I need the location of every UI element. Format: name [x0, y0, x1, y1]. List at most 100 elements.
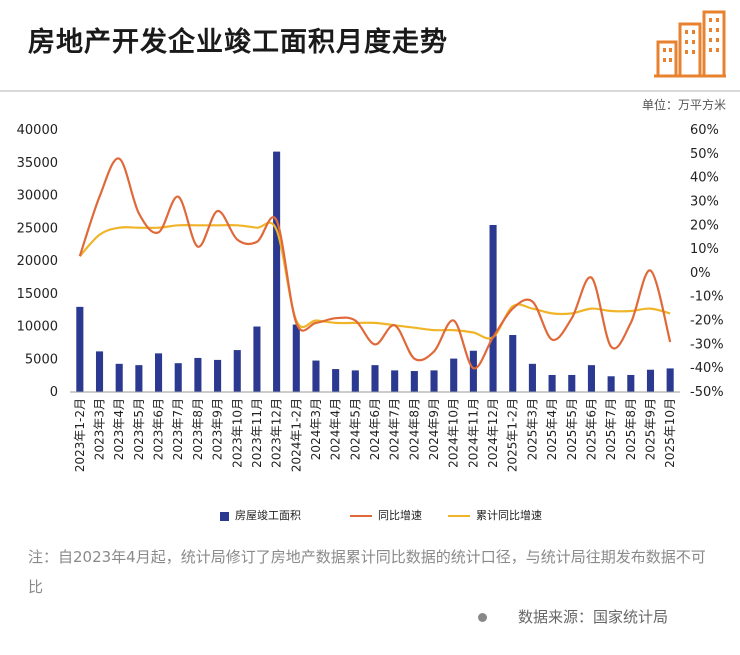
left-axis-tick-label: 10000 — [17, 320, 58, 335]
bar-completed-area — [568, 374, 576, 392]
x-axis-tick-label: 2025年3月 — [525, 398, 539, 460]
x-axis-tick-label: 2024年1-2月 — [289, 398, 303, 472]
bar-completed-area — [627, 374, 635, 392]
bar-completed-area — [174, 363, 182, 392]
x-axis-tick-label: 2023年1-2月 — [73, 398, 87, 472]
bar-completed-area — [607, 376, 615, 392]
x-axis-tick-label: 2025年5月 — [565, 398, 579, 460]
x-axis-tick-label: 2024年11月 — [466, 398, 480, 468]
bar-completed-area — [646, 369, 655, 392]
bar-completed-area — [273, 151, 281, 392]
bar-completed-area — [587, 365, 595, 392]
right-axis-tick-label: 20% — [690, 218, 719, 233]
left-axis-tick-label: 20000 — [17, 254, 58, 269]
source-bullet-icon — [478, 613, 487, 622]
right-axis-tick-label: 60% — [690, 123, 719, 138]
chart-legend: 房屋竣工面积 同比增速 累计同比增速 — [0, 505, 740, 525]
bar-completed-area — [351, 370, 359, 392]
bar-completed-area — [292, 324, 300, 392]
left-axis-tick-label: 30000 — [17, 189, 58, 204]
bar-completed-area — [115, 363, 123, 392]
bar-completed-area — [155, 353, 163, 392]
chart-area: 0 5000 10000 15000 20000 25000 30000 35000 40000… — [17, 123, 724, 472]
x-axis-tick-label: 2023年9月 — [211, 398, 225, 460]
x-axis-tick-label: 2023年10月 — [230, 398, 244, 468]
header-divider — [0, 90, 740, 92]
right-axis-tick-label: -10% — [690, 290, 724, 305]
bar-completed-area — [332, 369, 340, 392]
chart-title: 房地产开发企业竣工面积月度走势 — [28, 27, 448, 58]
bar-completed-area — [430, 370, 438, 392]
x-axis-tick-label: 2025年9月 — [643, 398, 657, 460]
unit-label: 单位：万平方米 — [641, 98, 726, 112]
data-source: 数据来源：国家统计局 — [518, 608, 669, 626]
x-axis-tick-label: 2024年3月 — [309, 398, 323, 460]
building-logo-icon — [654, 10, 726, 78]
left-axis-tick-label: 0 — [50, 385, 58, 400]
left-axis-tick-label: 5000 — [25, 352, 58, 367]
legend-label: 累计同比增速 — [476, 509, 542, 522]
x-axis-tick-label: 2025年4月 — [545, 398, 559, 460]
x-axis-tick-label: 2025年8月 — [624, 398, 638, 460]
line-cumulative-yoy — [78, 221, 671, 340]
right-axis-tick-label: 10% — [690, 242, 719, 257]
x-axis-tick-label: 2024年9月 — [427, 398, 441, 460]
bar-completed-area — [528, 363, 536, 392]
x-axis-tick-label: 2024年10月 — [447, 398, 461, 468]
bar-completed-area — [135, 365, 143, 392]
bar-completed-area — [469, 350, 477, 392]
line-yoy — [78, 157, 672, 370]
x-axis-tick-label: 2023年5月 — [132, 398, 146, 460]
left-axis-tick-label: 35000 — [17, 156, 58, 171]
legend-swatch-bar — [220, 511, 229, 521]
right-axis-tick-label: -40% — [690, 361, 724, 376]
right-axis-tick-label: 0% — [690, 266, 711, 281]
bar-completed-area — [548, 374, 556, 392]
bar-completed-area — [233, 350, 241, 392]
right-axis-tick-label: -30% — [690, 337, 724, 352]
left-axis-tick-label: 25000 — [17, 221, 58, 236]
x-axis-tick-label: 2025年10月 — [663, 398, 677, 468]
x-axis-tick-label: 2024年4月 — [329, 398, 343, 460]
x-axis-tick-label: 2025年6月 — [584, 398, 598, 460]
legend-label: 房屋竣工面积 — [235, 509, 301, 522]
right-axis-tick-label: 40% — [690, 171, 719, 186]
x-axis-tick-label: 2023年8月 — [191, 398, 205, 460]
footnote: 注：自2023年4月起，统计局修订了房地产数据累计同比数据的统计口径，与统计局往… — [28, 548, 706, 596]
x-axis-tick-label: 2025年1-2月 — [506, 398, 520, 472]
right-axis-tick-label: 30% — [690, 194, 719, 209]
left-axis-tick-label: 40000 — [17, 123, 58, 138]
right-axis-tick-label: -20% — [690, 314, 724, 329]
x-axis-tick-label: 2024年5月 — [348, 398, 362, 460]
bar-completed-area — [253, 326, 261, 392]
bar-completed-area — [410, 371, 418, 392]
bar-completed-area — [666, 368, 674, 392]
legend-item-completed-area: 房屋竣工面积 — [220, 507, 301, 523]
legend-label: 同比增速 — [378, 509, 422, 522]
x-axis-tick-label: 2024年12月 — [486, 398, 500, 468]
bar-completed-area — [76, 306, 84, 392]
bar-completed-area — [509, 335, 517, 392]
x-axis-tick-label: 2023年6月 — [152, 398, 166, 460]
x-axis-tick-label: 2023年11月 — [250, 398, 264, 468]
bar-completed-area — [489, 224, 497, 392]
x-axis-tick-label: 2024年7月 — [388, 398, 402, 460]
bar-completed-area — [312, 360, 320, 392]
right-axis-tick-label: 50% — [690, 147, 719, 162]
legend-swatch-line — [448, 515, 470, 517]
bar-completed-area — [95, 351, 104, 392]
bar-completed-area — [194, 357, 202, 392]
x-axis-tick-label: 2024年6月 — [368, 398, 382, 460]
x-axis-tick-label: 2023年3月 — [93, 398, 107, 460]
bar-completed-area — [371, 365, 379, 392]
right-axis-tick-label: -50% — [690, 385, 724, 400]
x-axis-tick-label: 2025年7月 — [604, 398, 618, 460]
left-axis-tick-label: 15000 — [17, 287, 58, 302]
x-axis-tick-label: 2023年7月 — [171, 398, 185, 460]
bar-completed-area — [450, 358, 458, 392]
x-axis-tick-label: 2023年4月 — [112, 398, 126, 460]
legend-item-yoy: 同比增速 — [350, 507, 422, 523]
x-axis-tick-label: 2023年12月 — [270, 398, 284, 468]
legend-swatch-line — [350, 515, 372, 517]
bar-completed-area — [391, 370, 399, 392]
